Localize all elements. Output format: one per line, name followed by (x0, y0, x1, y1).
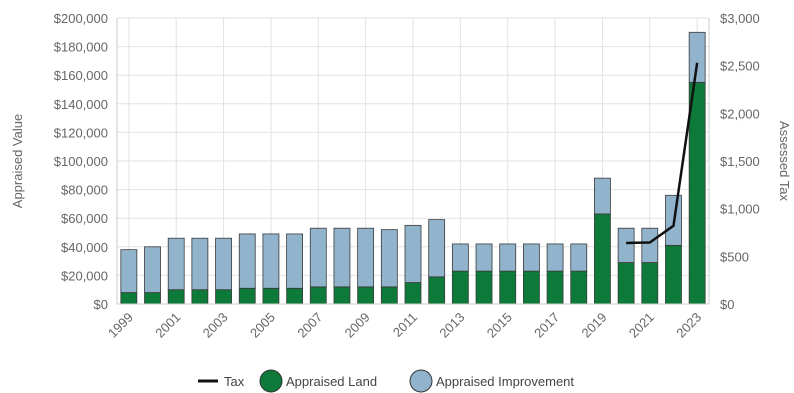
bar-appraised-land-2002[interactable] (191, 289, 209, 305)
y2-tick-label: $1,500 (720, 154, 760, 169)
legend-improvement-swatch (409, 369, 433, 393)
bar-appraised-land-2007[interactable] (309, 286, 327, 305)
bar-appraised-land-2010[interactable] (380, 286, 398, 305)
bar-appraised-improvement-2009[interactable] (357, 227, 375, 288)
tax-line-path[interactable] (626, 62, 699, 245)
bar-appraised-land-2023[interactable] (688, 81, 706, 305)
bar-appraised-improvement-2013[interactable] (451, 243, 469, 272)
bar-appraised-land-2009[interactable] (357, 286, 375, 305)
bar-appraised-land-2005[interactable] (262, 287, 280, 305)
y-tick-label: $20,000 (61, 268, 108, 283)
right-axis-ticks: $0 $500 $1,000 $1,500 $2,000 $2,500 $3,000 (720, 11, 760, 312)
y-tick-label: $180,000 (54, 40, 108, 55)
y-tick-label: $40,000 (61, 240, 108, 255)
bar-appraised-land-2016[interactable] (523, 270, 540, 305)
x-tick-label: 2007 (294, 310, 325, 341)
bar-appraised-land-2017[interactable] (546, 270, 564, 305)
x-axis-ticks: 1999 2001 2003 2005 2007 2009 2011 2013 2015 2017… (105, 310, 704, 341)
y2-tick-label: $2,500 (720, 59, 760, 74)
bar-appraised-land-2018[interactable] (570, 270, 588, 305)
bar-appraised-land-2000[interactable] (144, 292, 161, 305)
bar-appraised-land-2006[interactable] (286, 287, 304, 305)
tax-line (626, 62, 699, 245)
legend-land-swatch (259, 369, 283, 393)
bars (120, 31, 706, 305)
y-tick-label: $60,000 (61, 211, 108, 226)
bar-appraised-improvement-1999[interactable] (120, 249, 138, 293)
legend-land-label: Appraised Land (286, 374, 377, 389)
legend-tax-label: Tax (224, 374, 245, 389)
bar-appraised-land-2022[interactable] (665, 244, 682, 305)
x-tick-label: 2015 (484, 310, 515, 341)
bar-appraised-improvement-2008[interactable] (333, 227, 351, 288)
bar-appraised-improvement-2003[interactable] (215, 237, 232, 291)
bar-appraised-improvement-2000[interactable] (144, 246, 161, 293)
bar-appraised-land-2020[interactable] (617, 262, 635, 305)
bar-appraised-land-2015[interactable] (499, 270, 517, 305)
legend: Tax Appraised Land Appraised Improvement (198, 369, 574, 393)
bar-appraised-land-2008[interactable] (333, 286, 351, 305)
y-tick-label: $100,000 (54, 154, 108, 169)
bar-appraised-improvement-2021[interactable] (641, 227, 659, 263)
bar-appraised-land-2011[interactable] (404, 282, 422, 305)
bar-appraised-improvement-2016[interactable] (523, 243, 540, 272)
bar-appraised-land-2001[interactable] (167, 289, 185, 305)
x-tick-label: 2003 (200, 310, 231, 341)
bar-appraised-improvement-2023[interactable] (688, 31, 706, 83)
bar-appraised-improvement-2006[interactable] (286, 233, 304, 289)
x-tick-label: 2009 (342, 310, 373, 341)
legend-improvement-label: Appraised Improvement (436, 374, 574, 389)
bar-appraised-land-2019[interactable] (594, 213, 611, 305)
bar-appraised-improvement-2012[interactable] (428, 219, 446, 278)
bar-appraised-land-2014[interactable] (475, 270, 493, 305)
y2-tick-label: $500 (720, 249, 749, 264)
axes (116, 18, 710, 305)
bar-appraised-land-1999[interactable] (120, 292, 138, 305)
x-tick-label: 2021 (626, 310, 657, 341)
bar-appraised-improvement-2002[interactable] (191, 237, 209, 291)
bar-appraised-improvement-2005[interactable] (262, 233, 280, 289)
bar-appraised-land-2004[interactable] (238, 287, 256, 305)
bar-appraised-improvement-2004[interactable] (238, 233, 256, 289)
bar-appraised-improvement-2007[interactable] (309, 227, 327, 288)
y-tick-label: $200,000 (54, 11, 108, 26)
bar-appraised-land-2013[interactable] (451, 270, 469, 305)
bar-appraised-improvement-2010[interactable] (380, 229, 398, 288)
y-tick-label: $160,000 (54, 68, 108, 83)
y-tick-label: $140,000 (54, 97, 108, 112)
x-tick-label: 2001 (152, 310, 183, 341)
bar-appraised-improvement-2015[interactable] (499, 243, 517, 272)
y-tick-label: $120,000 (54, 125, 108, 140)
bar-appraised-improvement-2020[interactable] (617, 227, 635, 263)
bar-appraised-land-2003[interactable] (215, 289, 232, 305)
x-tick-label: 2019 (579, 310, 610, 341)
left-axis-ticks: $0 $20,000 $40,000 $60,000 $80,000 $100,000 $1… (54, 11, 108, 312)
y-tick-label: $80,000 (61, 183, 108, 198)
bar-appraised-improvement-2014[interactable] (475, 243, 493, 272)
y2-tick-label: $3,000 (720, 11, 760, 26)
y2-axis-title: Assessed Tax (777, 121, 792, 201)
x-tick-label: 2017 (531, 310, 562, 341)
x-tick-label: 2013 (436, 310, 467, 341)
y-tick-label: $0 (94, 297, 108, 312)
x-tick-label: 2023 (673, 310, 704, 341)
x-tick-label: 2005 (247, 310, 278, 341)
bar-appraised-improvement-2001[interactable] (167, 237, 185, 291)
y2-tick-label: $2,000 (720, 106, 760, 121)
bar-appraised-land-2021[interactable] (641, 262, 659, 305)
bar-appraised-improvement-2017[interactable] (546, 243, 564, 272)
x-tick-label: 1999 (105, 310, 136, 341)
bar-appraised-improvement-2011[interactable] (404, 224, 422, 283)
y2-tick-label: $1,000 (720, 202, 760, 217)
bar-appraised-improvement-2019[interactable] (594, 177, 611, 215)
y2-tick-label: $0 (720, 297, 734, 312)
y-axis-title: Appraised Value (10, 114, 25, 208)
x-tick-label: 2011 (390, 310, 420, 340)
bar-appraised-land-2012[interactable] (428, 276, 446, 305)
bar-appraised-improvement-2018[interactable] (570, 243, 588, 272)
